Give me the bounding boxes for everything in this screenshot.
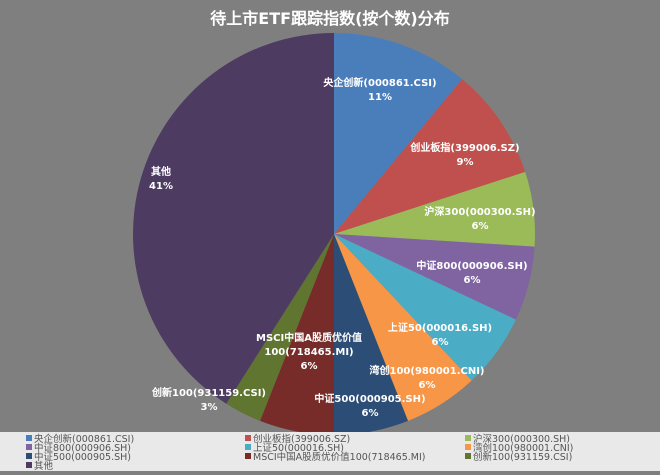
pie-slice — [334, 33, 463, 234]
legend-label: 央企创新(000861.CSI) — [34, 434, 135, 445]
slice-label-value: 6% — [361, 408, 379, 419]
slice-label-name: 沪深300(000300.SH) — [424, 207, 536, 218]
slice-label-value: 6% — [463, 275, 481, 286]
legend-swatch-icon — [245, 453, 251, 459]
legend-item: 创新100(931159.CSI) — [465, 453, 572, 463]
legend-label: 湾创100(980001.CNI) — [473, 443, 574, 454]
slice-label-value: 6% — [471, 221, 489, 232]
legend-label: 创业板指(399006.SZ) — [253, 434, 351, 445]
legend-label: 中证500(000905.SH) — [34, 452, 132, 463]
legend-item: 央企创新(000861.CSI) — [26, 435, 134, 445]
slice-label-value: 100(718465.MI) — [264, 347, 354, 358]
slice-label: 中证500(000905.SH) 6% — [314, 393, 425, 421]
legend-label: 其他 — [34, 461, 54, 472]
slice-label-name: 中证800(000906.SH) — [416, 261, 528, 272]
legend-item: 中证500(000905.SH) — [26, 453, 131, 463]
pie-slice — [334, 79, 526, 235]
legend-swatch-icon — [26, 453, 32, 459]
pie-slice — [260, 234, 334, 435]
slice-label-name: 中证500(000905.SH) — [314, 394, 426, 405]
slice-label-value: 6% — [300, 361, 318, 372]
legend-label: 上证50(000016.SH) — [253, 443, 344, 454]
legend-swatch-icon — [26, 462, 32, 468]
slice-label: 创业板指(399006.SZ) 9% — [410, 142, 519, 170]
legend-swatch-icon — [245, 444, 251, 450]
legend-label: 沪深300(000300.SH) — [473, 434, 571, 445]
pie-slice — [133, 33, 334, 404]
slice-label-value: 9% — [456, 157, 474, 168]
slice-label: 沪深300(000300.SH) 6% — [424, 206, 535, 234]
pie-slice — [334, 234, 535, 320]
slice-label: 中证800(000906.SH) 6% — [416, 260, 527, 288]
slice-label-value: 3% — [200, 402, 218, 413]
legend-label: MSCI中国A股质优价值100(718465.MI) — [253, 452, 426, 463]
slice-label-name: MSCI中国A股质优价值 — [256, 333, 362, 344]
legend-swatch-icon — [465, 453, 471, 459]
pie-slice — [334, 171, 535, 247]
slice-label-name: 创业板指(399006.SZ) — [410, 143, 520, 154]
slice-label-name: 上证50(000016.SH) — [387, 323, 493, 334]
slice-label-name: 央企创新(000861.CSI) — [323, 78, 437, 89]
slice-label-value: 41% — [149, 181, 173, 192]
pie-slice — [334, 234, 472, 421]
legend-item: 沪深300(000300.SH) — [465, 435, 570, 445]
slice-label-value: 6% — [418, 380, 436, 391]
pie-slice — [334, 234, 516, 381]
legend-item: 创业板指(399006.SZ) — [245, 435, 350, 445]
legend-item: 湾创100(980001.CNI) — [465, 444, 573, 454]
slice-label-name: 其他 — [151, 167, 171, 178]
slice-label: 湾创100(980001.CNI) 6% — [370, 365, 485, 393]
slice-label-value: 6% — [431, 337, 449, 348]
slice-label: 其他 41% — [149, 166, 173, 194]
slice-label: 上证50(000016.SH) 6% — [388, 322, 492, 350]
legend-item: 中证800(000906.SH) — [26, 444, 131, 454]
legend-label: 中证800(000906.SH) — [34, 443, 132, 454]
pie-slice — [334, 234, 408, 435]
pie-slice — [226, 234, 334, 421]
legend-swatch-icon — [26, 435, 32, 441]
legend-label: 创新100(931159.CSI) — [473, 452, 573, 463]
slice-label-value: 11% — [368, 92, 392, 103]
legend-swatch-icon — [465, 435, 471, 441]
slice-label-name: 湾创100(980001.CNI) — [369, 366, 485, 377]
legend-swatch-icon — [26, 444, 32, 450]
slice-label: 创新100(931159.CSI) 3% — [152, 387, 266, 415]
legend-item: 其他 — [26, 462, 53, 472]
chart-title: 待上市ETF跟踪指数(按个数)分布 — [210, 9, 450, 28]
legend-swatch-icon — [245, 435, 251, 441]
legend-item: 上证50(000016.SH) — [245, 444, 344, 454]
chart-legend: 央企创新(000861.CSI) 创业板指(399006.SZ) 沪深300(000… — [0, 432, 660, 472]
legend-item: MSCI中国A股质优价值100(718465.MI) — [245, 453, 426, 463]
slice-label-name: 创新100(931159.CSI) — [151, 388, 267, 399]
legend-swatch-icon — [465, 444, 471, 450]
slice-label: 央企创新(000861.CSI) 11% — [323, 77, 436, 105]
slice-label: MSCI中国A股质优价值 100(718465.MI) 6% — [256, 332, 362, 374]
